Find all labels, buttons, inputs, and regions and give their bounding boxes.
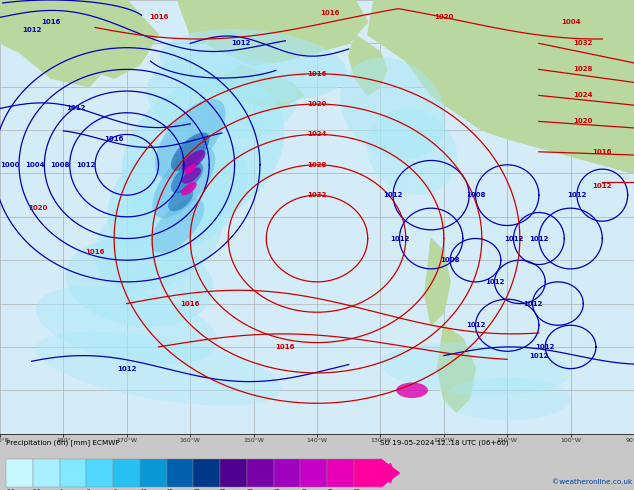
- Text: 1016: 1016: [307, 71, 327, 77]
- Polygon shape: [0, 0, 158, 78]
- Ellipse shape: [444, 377, 571, 420]
- Bar: [220, 459, 247, 487]
- Text: 1012: 1012: [384, 192, 403, 198]
- Text: 1012: 1012: [485, 279, 504, 285]
- Bar: [247, 459, 273, 487]
- Text: 1028: 1028: [307, 162, 327, 168]
- Bar: [113, 459, 140, 487]
- Ellipse shape: [171, 132, 209, 171]
- Text: 1020: 1020: [434, 14, 453, 21]
- Text: 1016: 1016: [105, 136, 124, 142]
- Bar: [327, 459, 354, 487]
- Text: 1008: 1008: [466, 192, 485, 198]
- Text: 1008: 1008: [51, 162, 70, 168]
- Text: 1016: 1016: [593, 149, 612, 155]
- Bar: [193, 459, 220, 487]
- Ellipse shape: [36, 286, 218, 365]
- Polygon shape: [437, 325, 476, 412]
- Text: 1012: 1012: [117, 366, 136, 371]
- Polygon shape: [368, 0, 634, 173]
- Text: 1012: 1012: [76, 162, 95, 168]
- Text: 1020: 1020: [574, 119, 593, 124]
- Ellipse shape: [151, 198, 204, 253]
- Text: 1012: 1012: [231, 40, 250, 47]
- Polygon shape: [216, 65, 304, 108]
- Text: 1020: 1020: [307, 101, 327, 107]
- Text: Precipitation (6h) [mm] ECMWF: Precipitation (6h) [mm] ECMWF: [6, 439, 120, 446]
- Text: 1012: 1012: [504, 236, 523, 242]
- Text: 1032: 1032: [574, 40, 593, 47]
- Ellipse shape: [107, 133, 248, 257]
- Text: 1028: 1028: [574, 66, 593, 73]
- Ellipse shape: [367, 109, 457, 195]
- Ellipse shape: [94, 186, 223, 291]
- Text: 1012: 1012: [67, 105, 86, 111]
- Polygon shape: [0, 22, 114, 87]
- Text: 1000: 1000: [0, 162, 19, 168]
- Text: 1024: 1024: [574, 93, 593, 98]
- Text: 1012: 1012: [567, 192, 586, 198]
- Text: 1016: 1016: [86, 248, 105, 254]
- Text: 1012: 1012: [593, 183, 612, 190]
- Ellipse shape: [65, 237, 214, 327]
- Bar: [273, 459, 301, 487]
- Bar: [86, 459, 113, 487]
- Bar: [167, 459, 193, 487]
- Ellipse shape: [181, 150, 205, 171]
- Text: 1004: 1004: [25, 162, 44, 168]
- Polygon shape: [349, 35, 387, 96]
- Text: 1016: 1016: [181, 300, 200, 307]
- Ellipse shape: [182, 168, 201, 184]
- Ellipse shape: [340, 57, 446, 159]
- Ellipse shape: [168, 188, 193, 211]
- Ellipse shape: [155, 99, 226, 179]
- Ellipse shape: [184, 164, 196, 174]
- Text: 1012: 1012: [22, 27, 41, 33]
- Text: 1004: 1004: [561, 19, 580, 25]
- Text: 1012: 1012: [536, 344, 555, 350]
- Text: 1008: 1008: [441, 257, 460, 263]
- Text: ©weatheronline.co.uk: ©weatheronline.co.uk: [552, 480, 632, 486]
- Text: 1012: 1012: [529, 236, 548, 242]
- Bar: [354, 459, 380, 487]
- Polygon shape: [425, 239, 450, 325]
- Ellipse shape: [36, 332, 281, 406]
- Ellipse shape: [160, 29, 347, 101]
- Ellipse shape: [396, 383, 428, 398]
- Ellipse shape: [146, 51, 297, 139]
- Ellipse shape: [380, 342, 571, 395]
- Text: 1012: 1012: [466, 322, 485, 328]
- Text: 1016: 1016: [149, 14, 168, 21]
- Text: 1032: 1032: [307, 192, 327, 198]
- Text: 1020: 1020: [29, 205, 48, 211]
- Bar: [140, 459, 167, 487]
- Bar: [60, 459, 86, 487]
- Text: SU 19-05-2024 12..18 UTC (06+60): SU 19-05-2024 12..18 UTC (06+60): [380, 439, 509, 446]
- Text: 1012: 1012: [523, 300, 542, 307]
- Bar: [33, 459, 60, 487]
- Ellipse shape: [171, 162, 203, 194]
- Text: 1012: 1012: [529, 353, 548, 359]
- Polygon shape: [178, 0, 368, 65]
- Text: 1016: 1016: [41, 19, 60, 25]
- Text: 1024: 1024: [307, 131, 327, 137]
- Ellipse shape: [122, 76, 284, 227]
- Ellipse shape: [152, 146, 216, 218]
- Text: 1016: 1016: [320, 10, 339, 16]
- Polygon shape: [380, 459, 399, 487]
- Ellipse shape: [181, 182, 197, 196]
- Text: 1012: 1012: [390, 236, 409, 242]
- Text: 1016: 1016: [276, 344, 295, 350]
- Bar: [6, 459, 33, 487]
- Bar: [301, 459, 327, 487]
